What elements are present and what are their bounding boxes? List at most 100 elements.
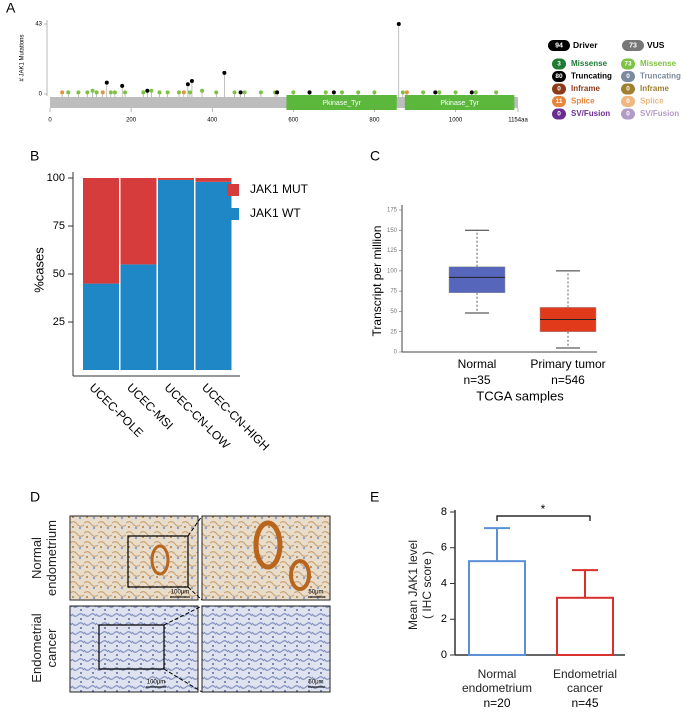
lollipop-head [104,80,109,85]
y-axis-label: Transcript per million [370,226,384,337]
y-tick-label: 6 [441,542,447,554]
panel-letter: A [6,0,16,16]
lollipop-head [108,90,113,95]
lollipop-head [396,22,401,26]
lollipop-head [90,88,95,93]
legend-label: Splice [640,97,664,106]
x-tick-label: Normal endometrium [461,667,533,695]
row-label: Normal endometrium [29,520,59,596]
lollipop-head [473,90,478,95]
scale-bar-label: 50μm [308,590,323,596]
image-cancer-low [69,605,199,693]
n-label: n=546 [551,373,585,387]
lollipop-head [238,90,243,95]
lollipop-head [176,90,181,95]
lollipop-head [165,90,170,95]
lollipop-head [181,90,186,95]
y-tick-label: 0 [39,92,43,98]
zoom-box [127,535,189,588]
lollipop-head [85,90,90,95]
legend-header-count: 73 [629,42,637,49]
legend-badge [552,71,566,82]
legend-badge [552,83,566,95]
y-tick-label: 43 [35,22,42,28]
lollipop-head [66,90,71,95]
lollipop-head [76,90,81,95]
x-tick-label: UCEC-CN-HIGH [199,380,272,453]
lollipop-head [185,82,190,87]
legend-swatch [227,208,239,220]
zoom-box [98,624,165,670]
lollipop-head [187,90,192,95]
n-label: n=20 [483,696,510,710]
legend-label: SV/Fusion [571,109,610,118]
y-tick-label: 8 [441,506,447,518]
image-normal-low [69,515,199,601]
x-axis-label: TCGA samples [476,388,564,403]
legend-count: 0 [557,111,561,118]
domain-label: Pkinase_Tyr [322,100,361,107]
lollipop-head [112,90,117,95]
x-tick-label: 1000 [449,118,463,124]
gland [253,520,283,570]
x-tick-label: 0 [48,118,52,124]
n-label: n=45 [571,696,598,710]
y-tick-label: 25 [390,329,397,335]
lollipop-head [469,90,474,95]
y-axis-label: %cases [31,247,46,293]
scale-bar-label: 50μm [308,680,323,686]
panel-letter: B [30,148,39,164]
significance-label: * [541,502,546,516]
y-tick-label: 0 [394,350,398,356]
x-tick-label: Normal [458,357,497,371]
zoom-line [163,668,203,693]
legend-count: 0 [626,111,630,118]
scale-bar-label: 100μm [147,680,165,686]
gland [150,544,170,576]
zoom-line [187,515,203,537]
scale-bar-label: 100μm [171,590,189,596]
y-tick-label: 75 [390,289,397,295]
legend-label: Missense [571,59,608,68]
legend-badge [621,71,635,82]
legend-badge [552,108,566,120]
legend-badge [552,58,566,70]
legend-count: 80 [555,73,563,80]
lollipop-head [433,90,438,95]
lollipop-head [372,90,377,95]
significance-bracket [496,515,591,521]
lollipop-head [100,90,105,95]
box [448,266,506,294]
lollipop-head [339,90,344,95]
gland [289,559,311,591]
lollipop-head [437,90,442,95]
legend-count: 0 [626,73,630,80]
lollipop-head [60,90,65,95]
y-tick-label: 2 [441,613,447,625]
x-tick-label: 400 [207,118,218,124]
bar-segment [83,283,119,370]
ihc-images [69,515,331,693]
bar [556,596,614,656]
lollipop-head [123,90,128,95]
lollipop-head [232,90,237,95]
bar-segment [120,264,157,370]
legend-count: 0 [557,86,561,93]
lollipop-head [275,90,280,95]
y-tick-label: 175 [387,208,398,214]
lollipop-head [258,90,263,95]
y-axis-label: Mean JAK1 level ( IHC score ) [406,539,434,631]
lollipop-head [189,78,194,83]
lollipop-head [157,90,162,95]
legend-header-badge [548,40,570,51]
y-tick-label: 75 [53,220,65,232]
y-tick-label: 150 [387,228,398,234]
y-tick-label: 4 [441,577,447,589]
n-label: n=35 [463,373,490,387]
y-tick-label: 125 [387,248,398,254]
x-tick-label: 200 [126,118,137,124]
legend-header-badge [622,40,644,51]
legend-header-count: 94 [555,42,563,49]
